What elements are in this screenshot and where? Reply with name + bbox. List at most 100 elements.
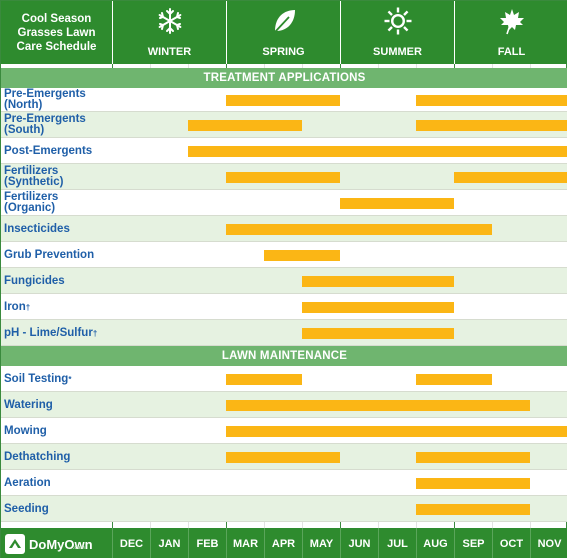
schedule-bar (416, 504, 530, 515)
section-header: TREATMENT APPLICATIONS (1, 68, 567, 88)
brand-suffix: .com (73, 545, 85, 551)
row-divider (1, 521, 567, 522)
season-summer: SUMMER (340, 1, 454, 64)
row-label: Dethatching (4, 444, 112, 470)
schedule-bar (226, 95, 340, 106)
schedule-bar (302, 328, 454, 339)
row-divider (1, 345, 567, 346)
snowflake-icon (158, 8, 181, 34)
row-label: Mowing (4, 418, 112, 444)
row-label: Grub Prevention (4, 242, 112, 268)
schedule-bar (416, 452, 530, 463)
row-divider (1, 241, 567, 242)
row-label: Iron † (4, 294, 112, 320)
row-label-text: Watering (4, 398, 53, 411)
schedule-bar (454, 172, 567, 183)
chart-header: Cool Season Grasses Lawn Care Schedule W… (1, 1, 567, 64)
schedule-bar (226, 172, 340, 183)
season-winter: WINTER (112, 1, 226, 64)
season-spring: SPRING (226, 1, 340, 64)
season-label: SPRING (262, 46, 305, 58)
schedule-bar (416, 374, 492, 385)
schedule-bar (416, 478, 530, 489)
row-label-text: Pre-Emergents (South) (4, 113, 86, 136)
schedule-bar (340, 198, 454, 209)
schedule-bar (188, 146, 567, 157)
row-divider (1, 443, 567, 444)
row-label-text: Insecticides (4, 222, 70, 235)
schedule-bar (416, 120, 567, 131)
row-divider (1, 267, 567, 268)
month-label-mar: MAR (226, 528, 264, 558)
row-label-text: Iron (4, 300, 26, 313)
section-header: LAWN MAINTENANCE (1, 346, 567, 366)
schedule-row: pH - Lime/Sulfur † (1, 320, 567, 346)
row-divider (1, 495, 567, 496)
schedule-bar (226, 452, 340, 463)
footnote-mark: * (68, 374, 72, 384)
row-label: Fertilizers (Organic) (4, 190, 112, 216)
footnote-mark: † (25, 302, 31, 312)
schedule-row: Iron † (1, 294, 567, 320)
row-label-text: Post-Emergents (4, 144, 93, 157)
schedule-bar (302, 302, 454, 313)
schedule-row: Fungicides (1, 268, 567, 294)
row-label-text: Aeration (4, 476, 51, 489)
row-label-text: Fertilizers (Synthetic) (4, 165, 64, 188)
month-label-feb: FEB (188, 528, 226, 558)
chart-title: Cool Season Grasses Lawn Care Schedule (16, 12, 97, 53)
row-divider (1, 391, 567, 392)
row-label: pH - Lime/Sulfur † (4, 320, 112, 346)
row-divider (1, 293, 567, 294)
row-label: Fungicides (4, 268, 112, 294)
schedule-bar (226, 400, 530, 411)
month-label-apr: APR (264, 528, 302, 558)
season-label: WINTER (147, 46, 192, 58)
row-divider (1, 111, 567, 112)
row-label: Watering (4, 392, 112, 418)
row-label-text: Seeding (4, 502, 49, 515)
row-divider (1, 163, 567, 164)
month-label-nov: NOV (530, 528, 567, 558)
season-label: SUMMER (373, 46, 422, 58)
month-footer: DoMyOwn .com DEC JAN FEB MAR APR MAY JUN JUL AUG… (1, 528, 567, 558)
brand-name: DoMyOwn (29, 536, 93, 552)
row-label-text: Soil Testing (4, 372, 69, 385)
row-label-text: Pre-Emergents (North) (4, 88, 86, 111)
schedule-bar (416, 95, 567, 106)
row-divider (1, 319, 567, 320)
footnote-mark: † (92, 328, 98, 338)
row-label-text: Grub Prevention (4, 248, 95, 261)
row-label: Aeration (4, 470, 112, 496)
row-label: Insecticides (4, 216, 112, 242)
row-label: Soil Testing * (4, 366, 112, 392)
month-label-jul: JUL (378, 528, 416, 558)
row-divider (1, 215, 567, 216)
brand-logo[interactable]: DoMyOwn (5, 532, 109, 556)
row-label: Fertilizers (Synthetic) (4, 164, 112, 190)
schedule-bar (264, 250, 340, 261)
row-label-text: pH - Lime/Sulfur (4, 326, 93, 339)
month-label-dec: DEC (112, 528, 150, 558)
leaf-icon (273, 10, 295, 33)
month-label-oct: OCT (492, 528, 530, 558)
brand-logo-icon (5, 534, 25, 554)
row-label: Post-Emergents (4, 138, 112, 164)
schedule-bar (226, 426, 567, 437)
schedule-bar (302, 276, 454, 287)
month-label-may: MAY (302, 528, 340, 558)
row-divider (1, 189, 567, 190)
row-label-text: Fertilizers (Organic) (4, 191, 59, 214)
schedule-bar (226, 374, 302, 385)
sun-icon (384, 7, 411, 35)
maple-leaf-icon (499, 9, 524, 35)
row-label-text: Fungicides (4, 274, 65, 287)
schedule-bar (188, 120, 302, 131)
row-divider (1, 469, 567, 470)
month-label-aug: AUG (416, 528, 454, 558)
row-label: Pre-Emergents (North) (4, 88, 112, 112)
row-divider (1, 137, 567, 138)
row-label: Seeding (4, 496, 112, 522)
season-fall: FALL (454, 1, 567, 64)
